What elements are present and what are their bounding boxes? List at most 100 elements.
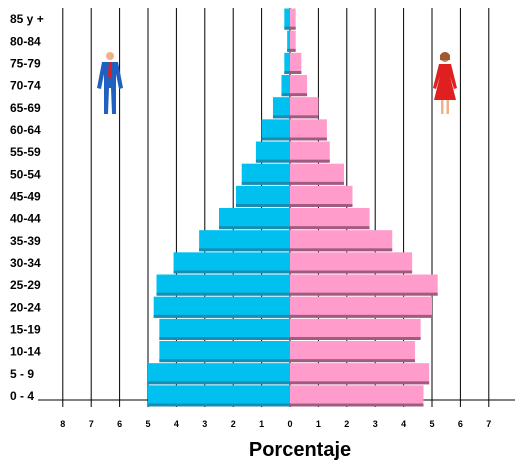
female-bar-edge bbox=[290, 314, 432, 318]
male-bar bbox=[281, 75, 290, 97]
male-bar bbox=[153, 296, 290, 318]
male-bar-edge bbox=[159, 337, 290, 340]
age-label: 75-79 bbox=[10, 56, 41, 70]
female-bar bbox=[290, 75, 308, 97]
female-bar-edge bbox=[290, 115, 319, 119]
male-bar-edge bbox=[156, 292, 290, 296]
female-bar bbox=[290, 141, 330, 163]
male-bar-edge bbox=[236, 204, 290, 207]
age-label: 20-24 bbox=[10, 300, 41, 314]
female-bar bbox=[290, 185, 353, 207]
age-label: 15-19 bbox=[10, 322, 41, 336]
age-label: 0 - 4 bbox=[10, 389, 34, 403]
female-bar bbox=[290, 230, 393, 252]
age-label: 45-49 bbox=[10, 189, 41, 203]
female-bar bbox=[290, 97, 319, 119]
age-label: 40-44 bbox=[10, 212, 41, 226]
female-bar-edge bbox=[290, 48, 296, 52]
male-bar bbox=[199, 230, 290, 252]
age-label: 65-69 bbox=[10, 101, 41, 115]
male-bar-edge bbox=[148, 381, 290, 385]
age-label: 25-29 bbox=[10, 278, 41, 292]
female-bar-edge bbox=[290, 337, 421, 340]
female-bar bbox=[290, 318, 421, 340]
male-bar-edge bbox=[219, 226, 290, 230]
x-tick-label: 3 bbox=[202, 419, 207, 429]
age-label: 60-64 bbox=[10, 123, 41, 137]
female-bar-edge bbox=[290, 26, 296, 30]
male-bar bbox=[272, 97, 290, 119]
age-label: 30-34 bbox=[10, 256, 41, 270]
x-tick-label: 4 bbox=[401, 419, 406, 429]
male-bar-edge bbox=[153, 314, 290, 318]
male-bar bbox=[156, 274, 290, 296]
female-bar bbox=[290, 119, 327, 141]
female-bar bbox=[290, 252, 413, 274]
x-tick-label: 6 bbox=[117, 419, 122, 429]
male-bar-edge bbox=[261, 137, 290, 141]
male-bar bbox=[148, 385, 290, 407]
male-bar-edge bbox=[284, 71, 290, 74]
male-bar bbox=[219, 208, 290, 230]
female-bar-edge bbox=[290, 381, 430, 385]
male-bar bbox=[261, 119, 290, 141]
x-tick-label: 8 bbox=[60, 419, 65, 429]
female-bar-edge bbox=[290, 403, 424, 407]
male-bar bbox=[255, 141, 290, 163]
man-icon bbox=[97, 52, 123, 114]
x-tick-labels: 87654321012345678 bbox=[60, 419, 515, 429]
age-label: 5 - 9 bbox=[10, 367, 34, 381]
female-bar-edge bbox=[290, 292, 438, 296]
age-label: 50-54 bbox=[10, 167, 41, 181]
female-bar-edge bbox=[290, 181, 344, 185]
female-bar bbox=[290, 363, 430, 385]
female-bar bbox=[290, 8, 296, 30]
age-label: 10-14 bbox=[10, 345, 41, 359]
age-label: 35-39 bbox=[10, 234, 41, 248]
x-tick-label: 6 bbox=[458, 419, 463, 429]
male-bar-edge bbox=[148, 403, 290, 407]
male-bar-edge bbox=[284, 26, 290, 30]
age-label: 80-84 bbox=[10, 34, 41, 48]
x-tick-label: 1 bbox=[259, 419, 264, 429]
female-bar-edge bbox=[290, 93, 308, 97]
female-bar bbox=[290, 385, 424, 407]
male-bar-edge bbox=[255, 159, 290, 163]
male-bar bbox=[148, 363, 290, 385]
female-bar bbox=[290, 296, 432, 318]
female-bar-edge bbox=[290, 159, 330, 163]
female-bar-edge bbox=[290, 226, 370, 230]
male-bar bbox=[287, 30, 290, 52]
x-tick-label: 1 bbox=[316, 419, 321, 429]
female-bar-edge bbox=[290, 359, 415, 363]
male-bar-edge bbox=[241, 181, 290, 185]
female-bar-edge bbox=[290, 248, 393, 252]
female-bar bbox=[290, 52, 302, 74]
age-label: 55-59 bbox=[10, 145, 41, 159]
male-bar-edge bbox=[287, 48, 290, 52]
female-bar-edge bbox=[290, 137, 327, 141]
x-tick-label: 2 bbox=[344, 419, 349, 429]
x-tick-label: 4 bbox=[174, 419, 179, 429]
x-tick-label: 2 bbox=[231, 419, 236, 429]
male-bar bbox=[241, 163, 290, 185]
male-bar-edge bbox=[173, 270, 290, 274]
age-labels: 0 - 4 5 - 9 10-14 15-19 20-24 25-29 30-34 35-39… bbox=[10, 12, 44, 403]
male-bar bbox=[173, 252, 290, 274]
female-bar bbox=[290, 163, 344, 185]
female-bar bbox=[290, 30, 296, 52]
male-bar bbox=[236, 185, 290, 207]
x-axis-label: Porcentaje bbox=[249, 439, 351, 460]
male-bar bbox=[159, 341, 290, 363]
female-bar bbox=[290, 274, 438, 296]
bars bbox=[148, 8, 438, 407]
male-bar-edge bbox=[199, 248, 290, 252]
age-label: 85 y + bbox=[10, 12, 44, 26]
male-bar bbox=[159, 318, 290, 340]
male-bar-edge bbox=[272, 115, 290, 119]
x-tick-label: 7 bbox=[486, 419, 491, 429]
female-bar-edge bbox=[290, 71, 302, 74]
x-tick-label: 5 bbox=[429, 419, 434, 429]
x-tick-label: 7 bbox=[89, 419, 94, 429]
